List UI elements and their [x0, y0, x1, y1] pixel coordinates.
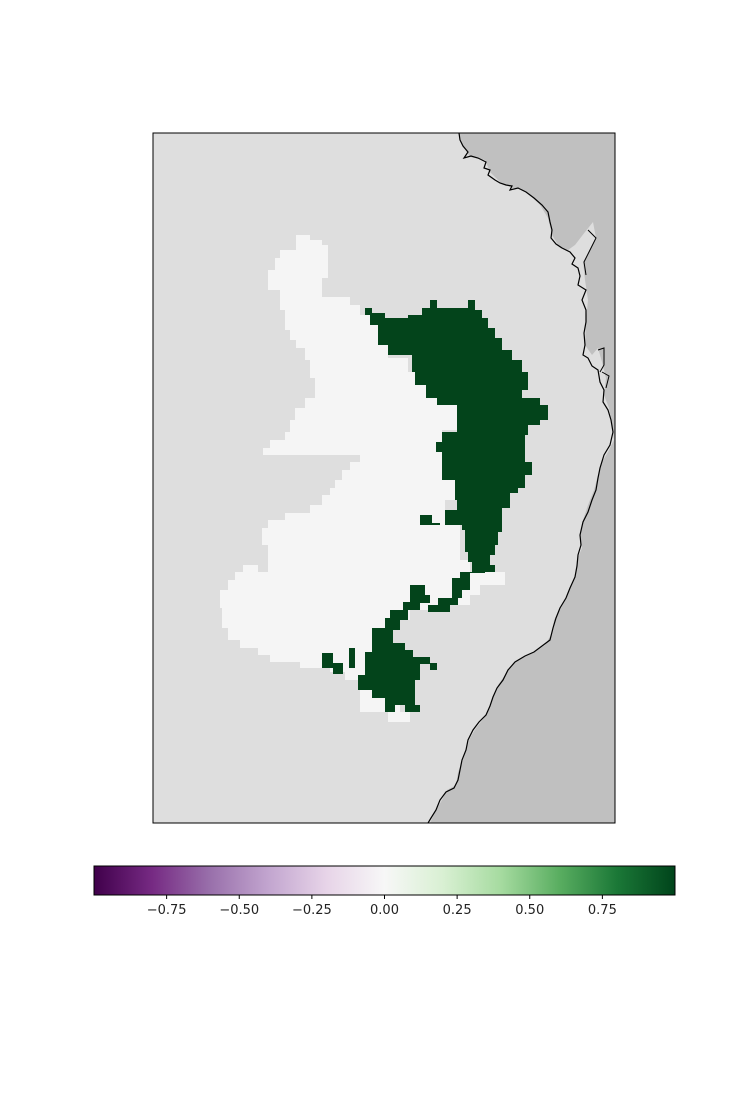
coastline-inlet — [597, 347, 605, 373]
colorbar-tick-label: −0.75 — [146, 903, 187, 918]
positive-region-fragment — [349, 648, 355, 668]
colorbar-tick-label: −0.50 — [219, 903, 260, 918]
colorbar-tick-label: 0.25 — [442, 903, 472, 918]
positive-region-fragment — [322, 653, 343, 674]
positive-region-south — [358, 610, 420, 712]
colorbar-bar — [94, 866, 675, 895]
positive-region-fragment — [420, 515, 440, 525]
map-frame — [152, 132, 616, 824]
colorbar-tick-label: 0.00 — [370, 903, 399, 918]
colorbar — [93, 865, 676, 899]
land-area — [430, 133, 615, 823]
coastline — [427, 133, 614, 823]
colorbar-tick-label: −0.25 — [291, 903, 332, 918]
neutral-region — [220, 235, 505, 722]
positive-region-fragment — [403, 585, 430, 610]
positive-region-fragment — [480, 565, 495, 572]
colorbar-tick-label: 0.75 — [587, 903, 617, 918]
positive-region-main — [365, 300, 548, 612]
positive-region-fragment — [413, 657, 430, 664]
colorbar-tick-label: 0.50 — [515, 903, 545, 918]
map-panel — [153, 133, 615, 823]
colorbar-ticks — [166, 895, 603, 899]
coastline-inlet — [583, 229, 597, 276]
coastline-inlet — [601, 371, 610, 389]
positive-region-fragment — [430, 663, 437, 670]
